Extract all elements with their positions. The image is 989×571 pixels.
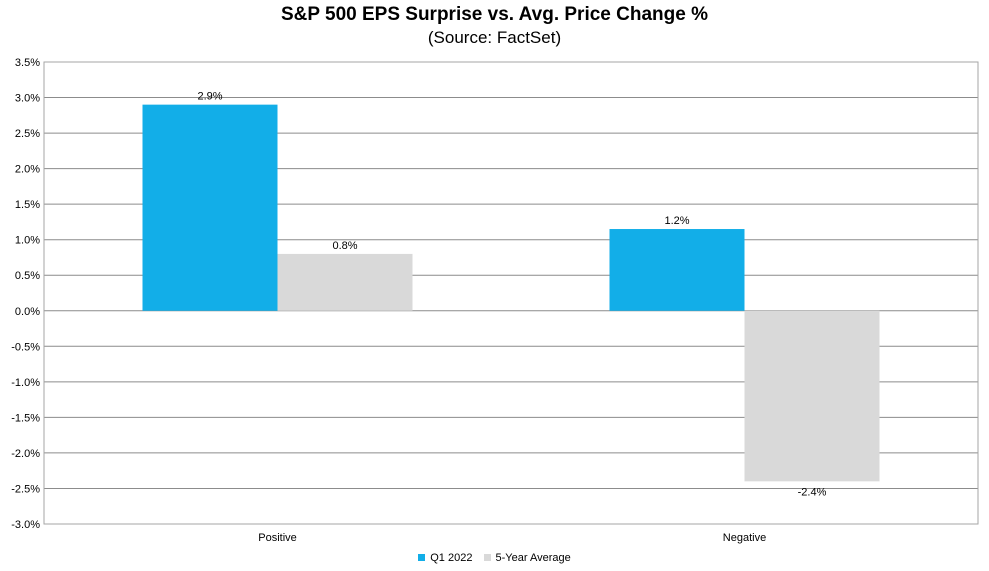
chart-title: S&P 500 EPS Surprise vs. Avg. Price Chan… <box>281 4 708 25</box>
legend: Q1 2022 5-Year Average <box>0 552 989 564</box>
legend-label: Q1 2022 <box>430 552 473 564</box>
y-tick-label: -1.5% <box>11 412 40 424</box>
y-tick-label: -1.0% <box>11 377 40 389</box>
y-tick-label: -0.5% <box>11 341 40 353</box>
y-tick-label: 0.0% <box>15 306 40 318</box>
legend-swatch-q1-2022 <box>418 553 426 561</box>
data-label: 0.8% <box>332 240 357 252</box>
plot-frame <box>43 61 979 525</box>
legend-item-5-year-average: 5-Year Average <box>483 552 571 564</box>
legend-item-q1-2022: Q1 2022 <box>418 552 472 564</box>
y-tick-label: 1.5% <box>15 199 40 211</box>
data-label: -2.4% <box>798 486 827 498</box>
y-tick-label: 2.0% <box>15 164 40 176</box>
bar-q1-2022-positive <box>142 104 278 311</box>
bar-5-year-average-positive <box>277 253 413 311</box>
y-tick-label: -2.0% <box>11 448 40 460</box>
axes: -3.0% -2.5% -2.0% -1.5% -1.0% -0.5% 0.0% 0.5% 1.… <box>11 57 979 544</box>
y-tick-label: 3.5% <box>15 57 40 69</box>
legend-swatch-5-year-average <box>483 553 491 561</box>
x-category-label: Negative <box>723 532 766 544</box>
y-tick-label: 2.5% <box>15 128 40 140</box>
y-tick-label: 3.0% <box>15 93 40 105</box>
chart-subtitle: (Source: FactSet) <box>427 28 562 47</box>
data-label: 1.2% <box>664 215 689 227</box>
y-tick-label: -2.5% <box>11 483 40 495</box>
data-label: 2.9% <box>197 91 222 103</box>
bars <box>142 104 880 482</box>
legend-label: 5-Year Average <box>495 552 571 564</box>
bar-q1-2022-negative <box>609 229 745 311</box>
y-tick-label: 0.5% <box>15 270 40 282</box>
bar-5-year-average-negative <box>744 310 880 482</box>
labels: 2.9% 0.8% 1.2% -2.4% <box>197 91 826 499</box>
x-category-label: Positive <box>258 532 297 544</box>
y-tick-label: -3.0% <box>11 519 40 531</box>
y-tick-label: 1.0% <box>15 235 40 247</box>
